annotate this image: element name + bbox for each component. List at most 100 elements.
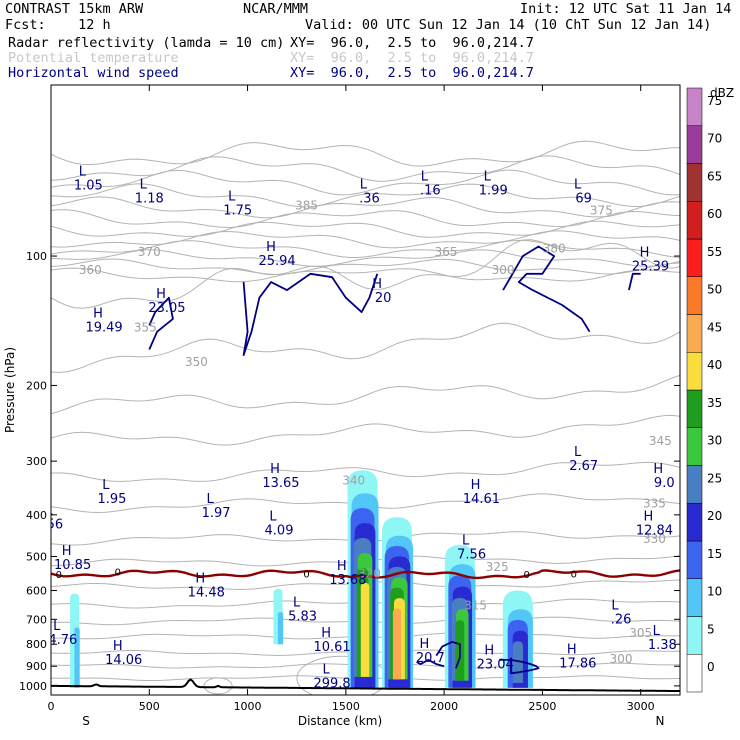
wind-extremum: L.36	[359, 177, 380, 206]
wind-extremum-type: L	[140, 177, 148, 192]
wind-extremum: H20	[372, 277, 391, 306]
freezing-level-line	[51, 569, 680, 580]
wind-extremum: H10.61	[313, 626, 350, 655]
wind-extremum-type: L	[79, 164, 87, 179]
colorbar-label: 30	[707, 434, 722, 448]
wind-extremum-value: 7.56	[457, 547, 486, 562]
wind-extremum: H23.04	[477, 643, 514, 672]
field-reflectivity-xy: XY= 96.0, 2.5 to 96.0,214.7	[290, 35, 534, 51]
wind-extremum-type: H	[321, 626, 331, 641]
wind-extremum-value: 14.06	[105, 653, 142, 668]
wind-speed-contour	[148, 296, 174, 350]
wind-extremum: L1.97	[202, 492, 231, 521]
wind-speed-contour	[628, 272, 641, 291]
wind-extremum-type: H	[484, 643, 494, 658]
colorbar-label: 10	[707, 585, 722, 599]
wind-speed-contour	[416, 659, 445, 668]
isentrope-closed	[203, 677, 233, 695]
colorbar-swatch	[686, 163, 703, 202]
init-time: Init: 12 UTC Sat 11 Jan 14	[520, 1, 732, 17]
wind-extremum: L56	[47, 503, 64, 532]
colorbar-label: 60	[707, 207, 722, 221]
wind-extremum-type: H	[113, 639, 123, 654]
isentrope-upper	[51, 249, 680, 267]
isentrope	[51, 374, 680, 415]
wind-extremum: L69	[574, 177, 592, 206]
wind-extremum-value: 1.99	[479, 184, 508, 199]
x-axis-title: Distance (km)	[298, 714, 382, 728]
wind-extremum-value: 69	[575, 191, 592, 206]
wind-extremum-value: 9.0	[654, 476, 675, 491]
isentrope	[51, 461, 680, 482]
isentrope-label: 370	[138, 245, 161, 259]
y-tick-label: 700	[26, 613, 47, 626]
y-tick-label: 300	[26, 455, 47, 468]
isentrope-upper	[51, 169, 680, 196]
model-name: CONTRAST 15km ARW	[5, 1, 144, 17]
isentrope-label: 320	[358, 567, 381, 581]
wind-extremum: L4.76	[51, 619, 77, 648]
wind-extremum-type: L	[574, 177, 582, 192]
wind-extremum-type: H	[195, 572, 205, 587]
wind-extremum: L1.95	[97, 478, 126, 507]
wind-extremum: H12.84	[636, 510, 673, 539]
isentrope-label: 360	[79, 263, 102, 277]
wind-extremum-value: .26	[611, 612, 632, 627]
colorbar-swatch	[686, 276, 703, 315]
wind-extremum: H23.05	[148, 287, 185, 316]
wind-speed-contour	[242, 272, 379, 356]
colorbar-unit: dBZ	[710, 86, 734, 100]
terrain-line	[51, 678, 680, 692]
wind-extremum-type: L	[228, 189, 236, 204]
colorbar-label: 50	[707, 283, 722, 297]
plot-area: 0 0 0 0 0 360 355 350 345 340 335 330 325 320 315 305 30…	[47, 140, 680, 695]
wind-extremum: H14.48	[188, 572, 225, 601]
colorbar-swatch	[686, 389, 703, 428]
colorbar-swatch	[686, 87, 703, 126]
axes: 0 500 1000 1500 2000 2500 30001002003004005006…	[19, 85, 680, 713]
wind-extremum-type: L	[421, 170, 429, 185]
y-tick-label: 500	[26, 550, 47, 563]
wind-extremum-value: 56	[47, 517, 64, 532]
y-tick-label: 400	[26, 509, 47, 522]
wind-extremum-type: L	[611, 598, 619, 613]
wind-extremum-type: L	[322, 663, 330, 678]
wind-extremum: H19.49	[85, 307, 122, 336]
wind-extremum-type: H	[372, 277, 382, 292]
colorbar-label: 20	[707, 509, 722, 523]
wind-extremum: H10.85	[54, 544, 91, 573]
isentrope-upper	[51, 267, 680, 283]
isentrope-label: 305	[629, 626, 652, 640]
wind-extremum-value: 25.94	[258, 254, 295, 269]
isentrope-label: 380	[543, 241, 566, 255]
x-tick-label: 3000	[627, 700, 655, 713]
x-end-label-north: N	[656, 714, 665, 728]
wind-extremum-value: 1.38	[648, 638, 677, 653]
colorbar-swatch	[686, 314, 703, 353]
isentrope-upper	[51, 230, 680, 249]
wind-extremum: L1.75	[223, 189, 252, 218]
x-tick-label: 2500	[528, 700, 556, 713]
wind-extremum-type: H	[419, 637, 429, 652]
y-tick-label: 800	[26, 638, 47, 651]
y-tick-label: 1000	[19, 680, 47, 693]
y-axis-title: Pressure (hPa)	[3, 347, 17, 433]
isentrope-upper	[51, 239, 680, 259]
wind-extremum-value: 1.18	[135, 191, 164, 206]
wind-extremum: H13.68	[329, 559, 366, 588]
isentrope-label: 325	[486, 560, 509, 574]
wind-speed-contour	[499, 657, 540, 675]
wind-extremum: L1.38	[648, 624, 677, 653]
field-wind-xy: XY= 96.0, 2.5 to 96.0,214.7	[290, 65, 534, 81]
wind-extremum: L1.05	[74, 164, 103, 193]
wind-extremum-type: H	[644, 510, 654, 525]
wind-extremum-value: 2.67	[569, 459, 598, 474]
wind-extremum-value: 23.04	[477, 657, 514, 672]
y-tick-label: 600	[26, 585, 47, 598]
wind-extremum-type: L	[206, 492, 214, 507]
isentrope-label: 335	[643, 497, 666, 511]
isentrope-label: 385	[295, 199, 318, 213]
wind-extremum: H9.0	[653, 462, 674, 491]
